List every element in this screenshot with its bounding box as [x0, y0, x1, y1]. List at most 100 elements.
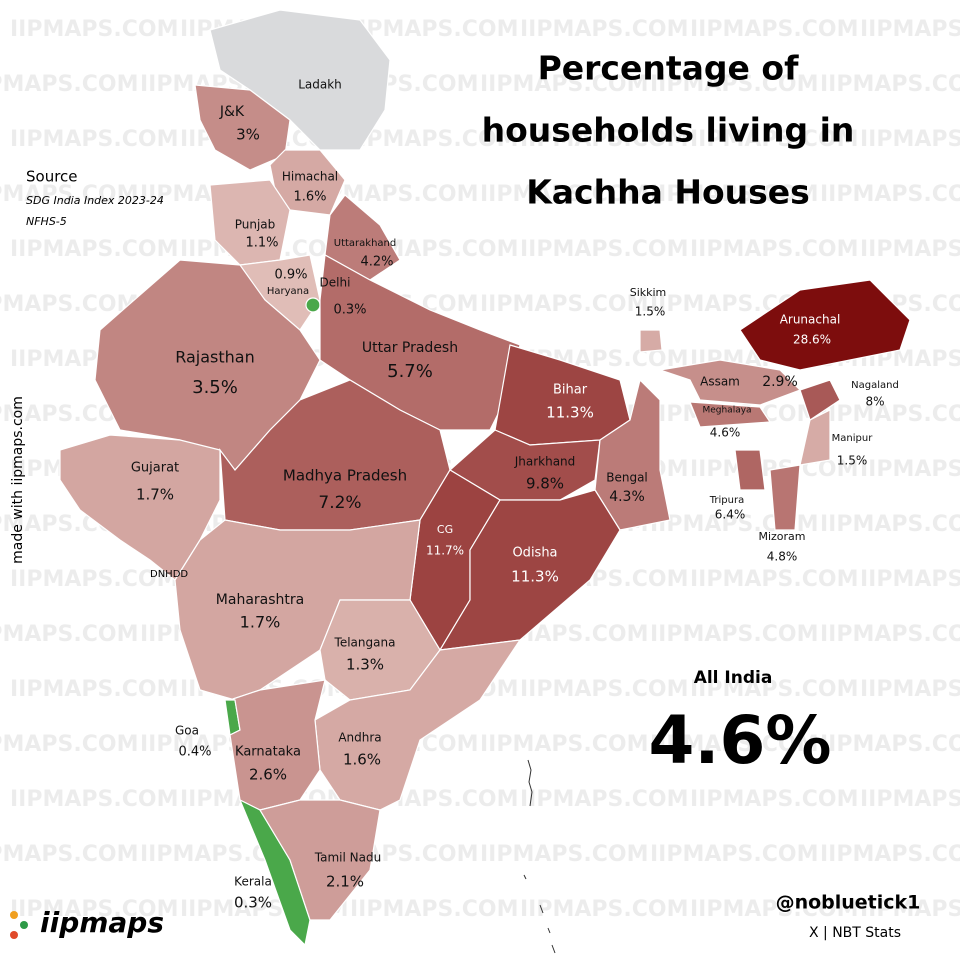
region — [209, 9, 391, 151]
labels: Ladakh J&K 3% Himachal 1.6% Punjab 1.1% Uttarak… — [131, 78, 899, 912]
region-name: Punjab — [235, 218, 276, 232]
watermark: IIPMAPS.COM — [820, 842, 960, 867]
watermark: IIPMAPS.COM — [480, 72, 648, 97]
region-name: Uttarakhand — [334, 238, 396, 249]
watermark: IIPMAPS.COM — [10, 17, 178, 42]
region-value: 8% — [865, 395, 884, 409]
region-name: Uttar Pradesh — [362, 340, 458, 356]
region-name: Arunachal — [780, 313, 841, 327]
watermark: IIPMAPS.COM — [690, 897, 858, 922]
region — [259, 799, 381, 921]
region-value: 2.1% — [326, 873, 364, 891]
region-name: Bihar — [553, 383, 588, 398]
watermark: IIPMAPS.COM — [10, 897, 178, 922]
watermark: IIPMAPS.COM — [650, 622, 818, 647]
watermark: IIPMAPS.COM — [820, 72, 960, 97]
watermark: IIPMAPS.COM — [860, 127, 960, 152]
region-value: 1.7% — [136, 486, 174, 504]
region-value: 0.4% — [178, 745, 211, 760]
region-name: Andhra — [338, 731, 381, 745]
region-value: 11.3% — [511, 568, 559, 586]
watermark: IIPMAPS.COM — [10, 567, 178, 592]
region — [438, 489, 621, 651]
island — [527, 759, 533, 807]
region — [799, 379, 841, 421]
handle-sub: X | NBT Stats — [809, 925, 901, 941]
watermark: IIPMAPS.COM — [820, 622, 960, 647]
region-value: 1.7% — [240, 613, 281, 632]
watermark: IIPMAPS.COM — [0, 182, 138, 207]
islands — [523, 759, 556, 954]
region-value: 28.6% — [793, 333, 831, 347]
region-name: Rajasthan — [175, 348, 255, 367]
source-line: NFHS-5 — [26, 215, 67, 228]
region-value: 1.6% — [343, 751, 381, 769]
region-value: 4.6% — [710, 426, 741, 440]
region — [689, 401, 772, 428]
watermark: IIPMAPS.COM — [690, 677, 858, 702]
region-value: 3% — [236, 126, 260, 144]
region-name: J&K — [219, 104, 245, 120]
watermark: IIPMAPS.COM — [0, 842, 138, 867]
watermark: IIPMAPS.COM — [650, 732, 818, 757]
all-india-value: 4.6% — [648, 702, 831, 779]
region-value: 1.5% — [837, 454, 868, 468]
logo-dot — [10, 931, 18, 939]
region-name: Bengal — [606, 471, 648, 485]
logo: iipmaps — [40, 906, 164, 939]
region-value: 1.3% — [346, 656, 384, 674]
watermark: IIPMAPS.COM — [860, 787, 960, 812]
region-name: Ladakh — [298, 78, 342, 92]
region-name: Manipur — [832, 433, 874, 444]
island — [523, 874, 556, 954]
region-value: 2.9% — [762, 374, 798, 390]
watermark: IIPMAPS.COM — [860, 237, 960, 262]
watermark: IIPMAPS.COM — [860, 897, 960, 922]
watermark: IIPMAPS.COM — [10, 127, 178, 152]
watermark: IIPMAPS.COM — [520, 677, 688, 702]
logo-icon — [10, 911, 28, 939]
watermark: IIPMAPS.COM — [650, 842, 818, 867]
watermark: IIPMAPS.COM — [480, 732, 648, 757]
watermark: IIPMAPS.COM — [820, 182, 960, 207]
region-value: 1.6% — [293, 190, 326, 205]
region-name: Gujarat — [131, 461, 179, 476]
region-name: Delhi — [320, 276, 351, 290]
title-line: Kachha Houses — [526, 173, 810, 212]
region-value: 1.5% — [635, 305, 666, 319]
region-name: Goa — [175, 724, 199, 738]
watermark: IIPMAPS.COM — [820, 512, 960, 537]
watermark: IIPMAPS.COM — [350, 897, 518, 922]
title-line: Percentage of — [538, 49, 799, 88]
watermark: IIPMAPS.COM — [10, 677, 178, 702]
watermark: IIPMAPS.COM — [650, 182, 818, 207]
region — [305, 297, 321, 313]
annotation: DNHDD — [150, 569, 188, 580]
watermark: IIPMAPS.COM — [480, 182, 648, 207]
region-value: 0.9% — [274, 268, 307, 283]
region — [799, 409, 831, 466]
watermark: IIPMAPS.COM — [10, 787, 178, 812]
region-value: 6.4% — [715, 508, 746, 522]
watermark: IIPMAPS.COM — [520, 17, 688, 42]
watermark: IIPMAPS.COM — [350, 17, 518, 42]
watermark: IIPMAPS.COM — [860, 677, 960, 702]
region-value: 4.8% — [767, 550, 798, 564]
region-value: 3.5% — [192, 377, 238, 398]
region-name: CG — [437, 523, 453, 536]
region-name: Himachal — [282, 170, 338, 184]
region — [739, 279, 911, 371]
region — [659, 359, 802, 406]
watermark: IIPMAPS.COM — [520, 787, 688, 812]
region-name: Madhya Pradesh — [283, 467, 407, 485]
watermark: IIPMAPS.COM — [860, 17, 960, 42]
region — [769, 464, 801, 531]
watermark: IIPMAPS.COM — [520, 897, 688, 922]
region-value: 4.2% — [360, 255, 393, 270]
region — [194, 84, 291, 171]
source-heading: Source — [26, 168, 78, 186]
watermark: IIPMAPS.COM — [820, 732, 960, 757]
watermark: IIPMAPS.COM — [690, 17, 858, 42]
region-name: Haryana — [267, 286, 309, 297]
logo-dot — [20, 921, 28, 929]
